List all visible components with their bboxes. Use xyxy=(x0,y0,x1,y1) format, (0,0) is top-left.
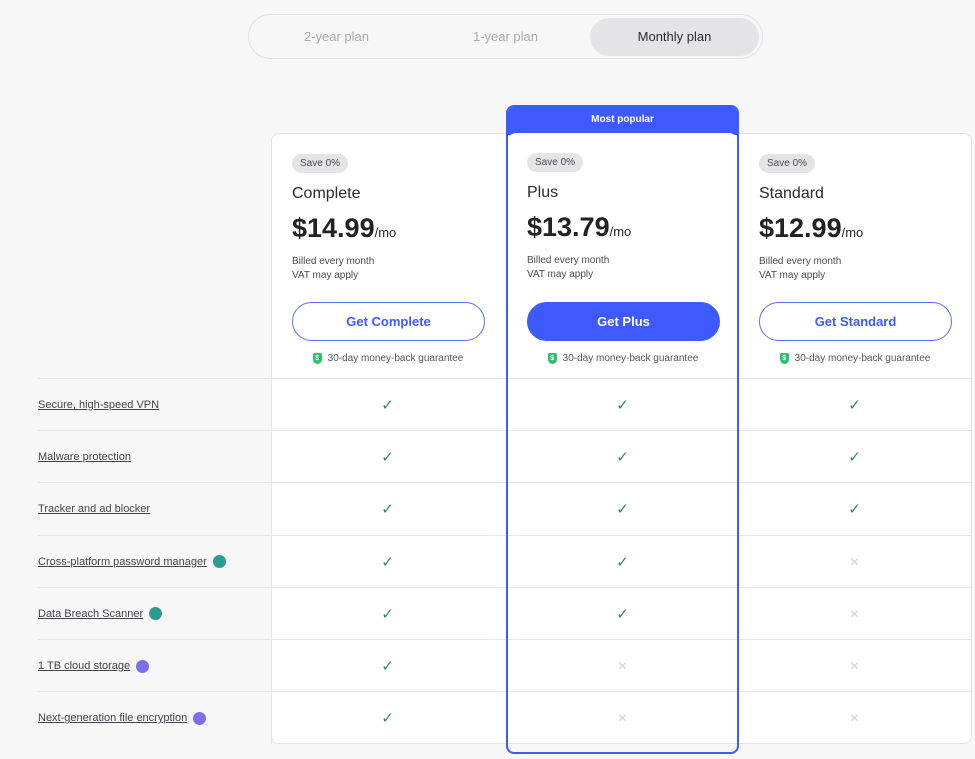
check-icon: ✓ xyxy=(381,501,394,519)
check-icon: ✓ xyxy=(381,397,394,414)
cross-icon: ✕ xyxy=(849,711,860,726)
billed-text: Billed every month xyxy=(527,255,610,266)
feature-label: Data Breach Scanner xyxy=(38,607,144,620)
password-manager-icon xyxy=(212,555,226,569)
price-amount: $12.99 xyxy=(759,213,842,243)
feature-row: Data Breach Scanner ✓ ✓ ✕ xyxy=(38,586,972,640)
feature-label: 1 TB cloud storage xyxy=(38,660,131,672)
most-popular-highlight: Most popular xyxy=(506,105,739,754)
billing-info: Billed every month VAT may apply xyxy=(759,255,841,283)
money-back-guarantee: $30-day money-back guarantee xyxy=(506,353,740,364)
plan-column-complete: Save 0% Complete $14.99/mo Billed every … xyxy=(271,133,505,378)
check-icon: ✓ xyxy=(848,397,861,414)
cross-icon: ✕ xyxy=(617,659,628,673)
billing-period-toggle: 2-year plan 1-year plan Monthly plan xyxy=(248,14,763,59)
money-back-guarantee: $30-day money-back guarantee xyxy=(738,353,972,364)
plan-column-standard: Save 0% Standard $12.99/mo Billed every … xyxy=(738,133,972,378)
guarantee-text: 30-day money-back guarantee xyxy=(327,353,464,364)
tab-2-year-plan[interactable]: 2-year plan xyxy=(303,29,370,44)
cloud-storage-icon xyxy=(136,659,150,673)
feature-row: Cross-platform password manager ✓ ✓ ✕ xyxy=(38,534,972,588)
guarantee-text: 30-day money-back guarantee xyxy=(794,353,931,364)
feature-link[interactable]: Tracker and ad blocker xyxy=(38,483,150,535)
check-icon: ✓ xyxy=(381,710,394,728)
plan-name: Plus xyxy=(527,184,559,201)
feature-link[interactable]: Data Breach Scanner xyxy=(38,588,163,640)
feature-link[interactable]: Malware protection xyxy=(38,431,131,483)
check-icon: ✓ xyxy=(848,501,861,519)
save-badge: Save 0% xyxy=(759,154,816,173)
get-plus-button[interactable]: Get Plus xyxy=(527,302,720,341)
money-back-guarantee: $30-day money-back guarantee xyxy=(271,353,505,364)
shield-icon: $ xyxy=(547,353,557,364)
feature-row: 1 TB cloud storage ✓ ✕ ✕ xyxy=(38,639,972,691)
feature-row: Tracker and ad blocker ✓ ✓ ✓ xyxy=(38,482,972,534)
check-icon: ✓ xyxy=(616,605,629,623)
cross-icon: ✕ xyxy=(617,711,628,726)
feature-label: Next-generation file encryption xyxy=(38,712,188,725)
feature-row: Secure, high-speed VPN ✓ ✓ ✓ xyxy=(38,378,972,430)
vat-text: VAT may apply xyxy=(527,269,594,280)
billed-text: Billed every month xyxy=(759,256,842,267)
check-icon: ✓ xyxy=(381,553,394,571)
billing-info: Billed every month VAT may apply xyxy=(292,255,374,283)
cross-icon: ✕ xyxy=(849,554,860,569)
guarantee-text: 30-day money-back guarantee xyxy=(562,353,699,364)
get-complete-button[interactable]: Get Complete xyxy=(292,302,485,341)
save-badge: Save 0% xyxy=(292,154,349,173)
cloud-storage-icon xyxy=(193,711,207,725)
cross-icon: ✕ xyxy=(849,659,860,673)
shield-icon: $ xyxy=(779,353,789,364)
tab-1-year-plan[interactable]: 1-year plan xyxy=(472,29,539,44)
feature-row: Malware protection ✓ ✓ ✓ xyxy=(38,430,972,482)
plan-name: Standard xyxy=(759,185,824,202)
check-icon: ✓ xyxy=(381,658,394,675)
feature-row: Next-generation file encryption ✓ ✕ ✕ xyxy=(38,691,972,743)
feature-link[interactable]: 1 TB cloud storage xyxy=(38,640,150,692)
price-unit: /mo xyxy=(841,225,864,240)
plan-price: $14.99/mo xyxy=(292,213,396,244)
check-icon: ✓ xyxy=(848,449,861,467)
feature-label: Malware protection xyxy=(38,451,131,464)
feature-link[interactable]: Cross-platform password manager xyxy=(38,536,226,588)
tab-monthly-plan[interactable]: Monthly plan xyxy=(590,17,759,56)
plan-price: $12.99/mo xyxy=(759,213,863,244)
price-unit: /mo xyxy=(609,224,632,239)
check-icon: ✓ xyxy=(381,605,394,623)
price-unit: /mo xyxy=(374,225,397,240)
feature-label: Secure, high-speed VPN xyxy=(38,399,160,411)
vat-text: VAT may apply xyxy=(292,270,359,281)
price-amount: $14.99 xyxy=(292,213,375,243)
vat-text: VAT may apply xyxy=(759,270,826,281)
cross-icon: ✕ xyxy=(849,606,860,621)
feature-link[interactable]: Next-generation file encryption xyxy=(38,692,207,744)
get-standard-button[interactable]: Get Standard xyxy=(759,302,952,341)
password-manager-icon xyxy=(149,607,163,621)
feature-label: Cross-platform password manager xyxy=(38,555,207,568)
billed-text: Billed every month xyxy=(292,256,375,267)
save-badge: Save 0% xyxy=(527,153,584,172)
price-amount: $13.79 xyxy=(527,212,610,242)
billing-info: Billed every month VAT may apply xyxy=(527,254,609,282)
check-icon: ✓ xyxy=(616,397,629,414)
shield-icon: $ xyxy=(312,353,322,364)
check-icon: ✓ xyxy=(616,449,629,467)
feature-link[interactable]: Secure, high-speed VPN xyxy=(38,379,159,431)
pricing-table-card xyxy=(271,133,972,744)
check-icon: ✓ xyxy=(616,501,629,519)
feature-label: Tracker and ad blocker xyxy=(38,503,151,516)
plan-price: $13.79/mo xyxy=(527,212,631,243)
plan-column-plus: Save 0% Plus $13.79/mo Billed every mont… xyxy=(506,133,740,378)
check-icon: ✓ xyxy=(381,449,394,467)
plan-name: Complete xyxy=(292,185,361,202)
check-icon: ✓ xyxy=(616,553,629,571)
most-popular-label: Most popular xyxy=(508,107,737,135)
